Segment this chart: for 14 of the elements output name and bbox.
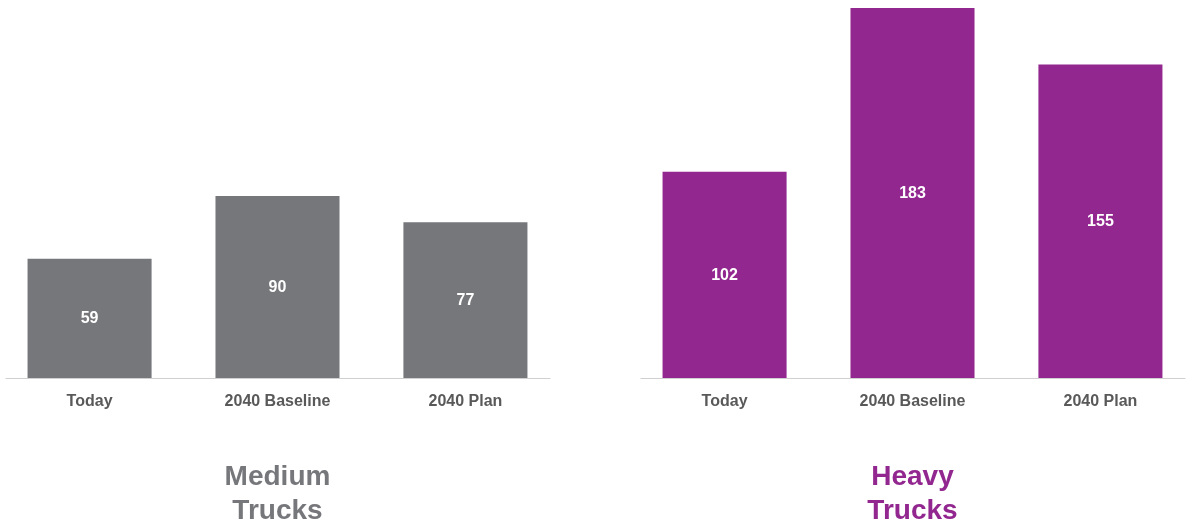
data-label: 155: [1087, 212, 1114, 230]
x-tick-label: 2040 Plan: [1063, 391, 1138, 409]
data-label: 102: [711, 265, 739, 283]
x-tick-label: 2040 Baseline: [859, 391, 966, 409]
data-label: 90: [268, 278, 287, 296]
x-tick-label: 2040 Plan: [428, 391, 503, 409]
data-label: 77: [456, 291, 475, 309]
x-tick-label: 2040 Baseline: [224, 391, 331, 409]
x-tick-label: Today: [701, 391, 748, 409]
text: Heavy Trucks: [867, 460, 958, 525]
data-label: 183: [899, 184, 926, 201]
text: Medium Trucks: [224, 460, 331, 525]
data-label: 59: [80, 309, 99, 327]
x-tick-label: Today: [66, 391, 113, 409]
